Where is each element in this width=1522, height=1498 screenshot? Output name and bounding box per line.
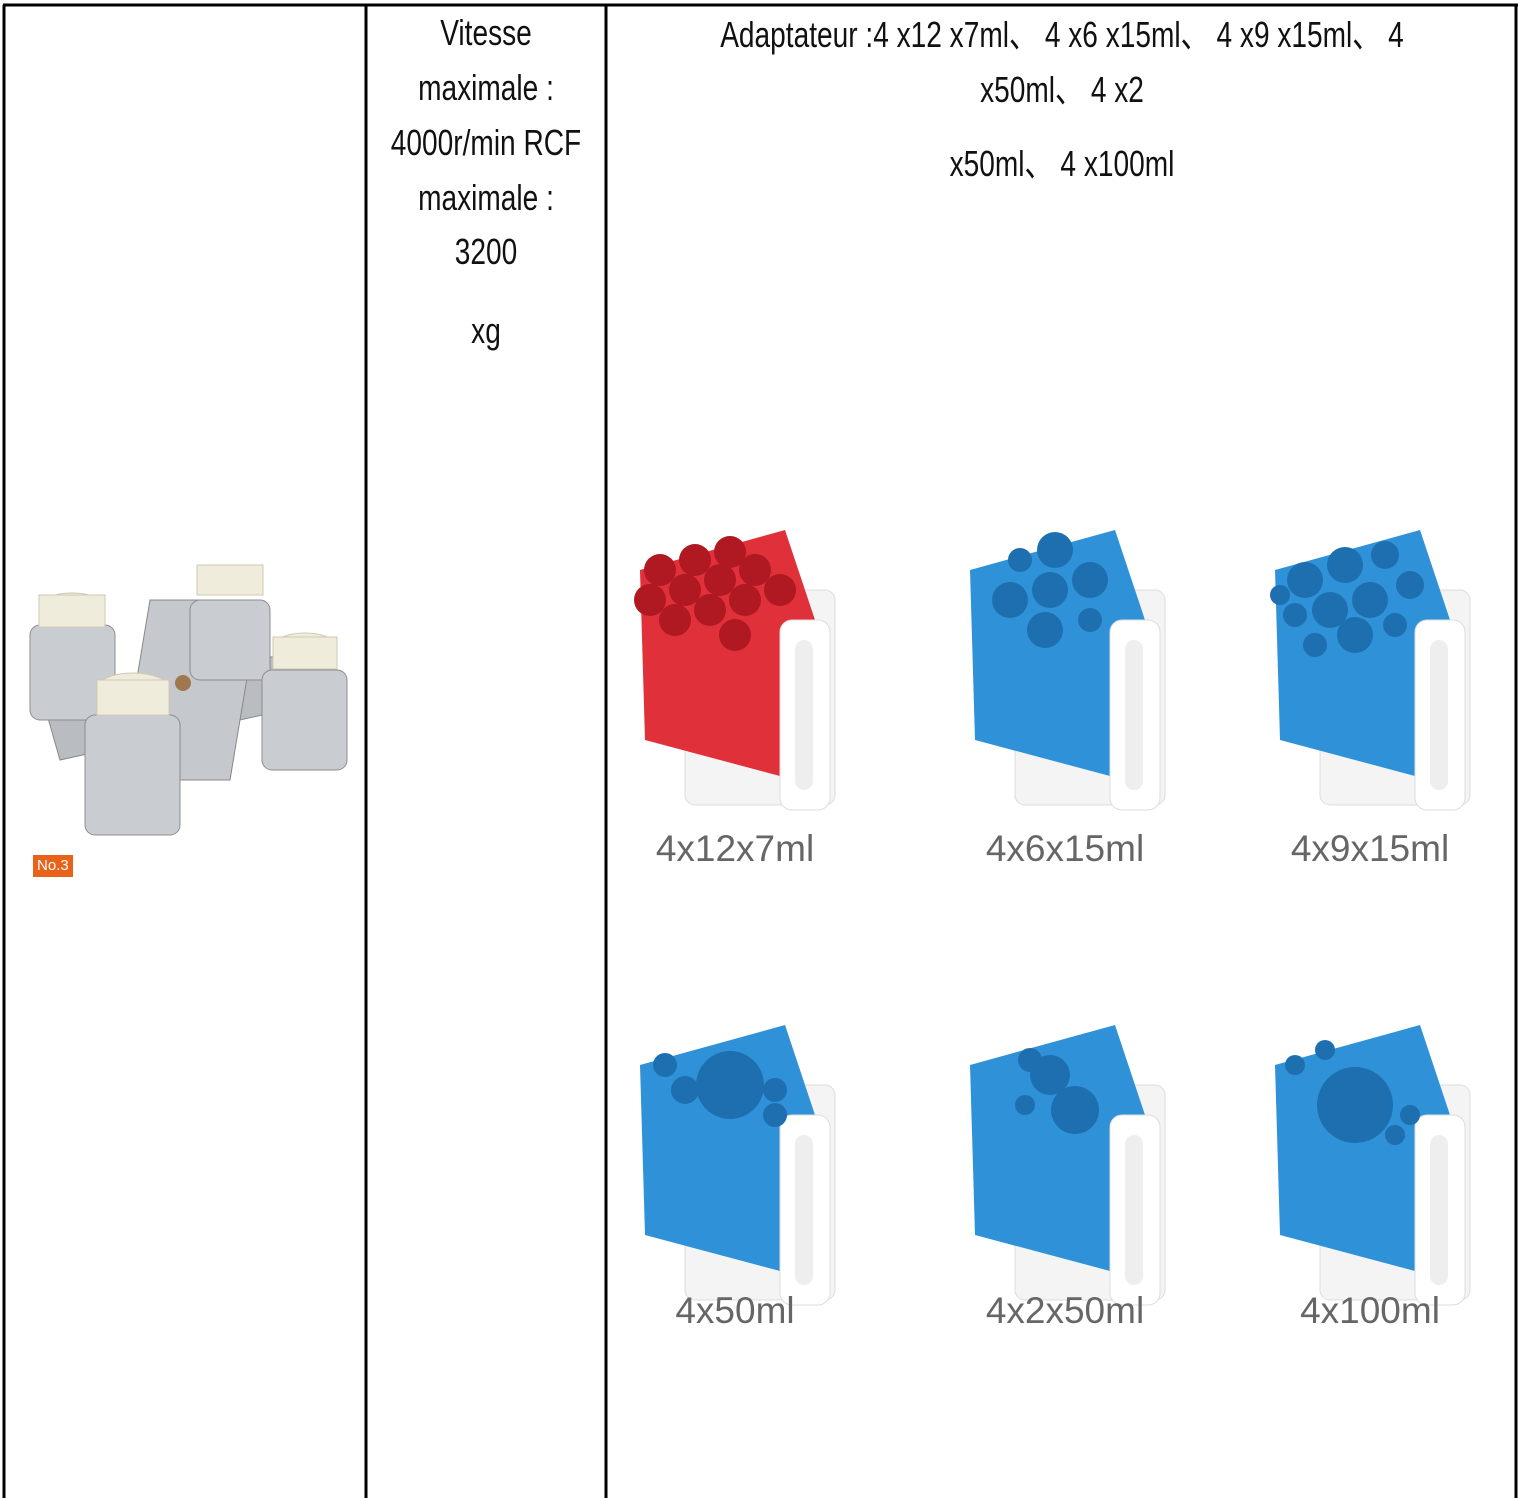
adapter-image (634, 530, 836, 811)
spec-line: xg (471, 310, 501, 351)
adapter-image (1270, 530, 1471, 811)
adapter-label: 4x6x15ml (985, 828, 1145, 869)
adapter-description: x50ml、 4 x2 (980, 69, 1144, 110)
adapter-image (970, 530, 1166, 811)
adapter-description: Adaptateur :4 x12 x7ml、 4 x6 x15ml、 4 x9… (720, 14, 1404, 55)
adapter-image (640, 1025, 836, 1306)
spec-line: Vitesse (440, 12, 532, 53)
adapter-label: 4x12x7ml (655, 828, 815, 869)
adapter-description: x50ml、 4 x100ml (949, 143, 1175, 184)
table-borders (2, 3, 1518, 1498)
adapter-image (970, 1025, 1166, 1306)
rotor-badge: No.3 (33, 855, 73, 877)
rotor-image (29, 564, 348, 836)
spec-line: maximale : (418, 67, 554, 108)
adapter-label: 4x50ml (675, 1290, 795, 1331)
spec-line: maximale : (418, 177, 554, 218)
adapter-label: 4x2x50ml (985, 1290, 1145, 1331)
adapter-image (1275, 1025, 1471, 1306)
spec-line: 4000r/min RCF (390, 122, 582, 163)
spec-line: 3200 (454, 231, 518, 272)
adapter-label: 4x100ml (1300, 1290, 1440, 1331)
adapter-label: 4x9x15ml (1290, 828, 1450, 869)
